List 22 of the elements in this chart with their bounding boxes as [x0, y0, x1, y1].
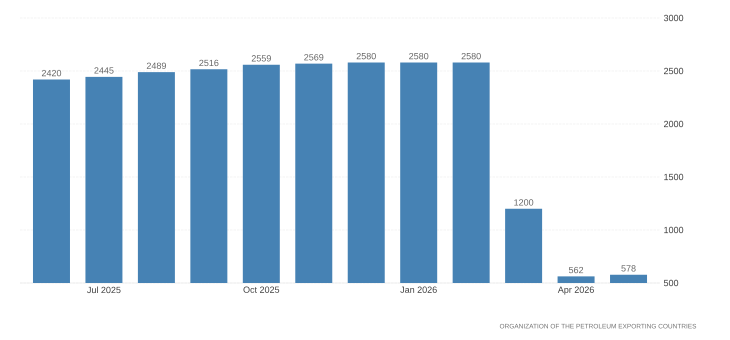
data-label: 562 [568, 266, 584, 274]
y-tick-label: 500 [664, 280, 678, 286]
data-label: 2489 [146, 62, 166, 69]
data-label: 578 [621, 265, 636, 272]
x-tick-label: Oct 2025 [243, 286, 280, 293]
data-label: 2559 [252, 55, 271, 62]
data-label: 1200 [514, 199, 534, 206]
x-tick-label: Jan 2026 [400, 286, 437, 293]
data-label: 2445 [94, 67, 114, 74]
y-tick-label: 2000 [664, 120, 684, 128]
data-label: 2516 [199, 60, 218, 66]
y-tick-label: 2500 [664, 68, 684, 74]
y-tick-label: 3000 [664, 14, 684, 22]
x-tick-label: Apr 2026 [558, 286, 594, 295]
y-tick-label: 1500 [664, 174, 684, 180]
x-tick-label: Jul 2025 [87, 286, 121, 294]
y-tick-label: 1000 [664, 226, 684, 234]
data-label: 2580 [409, 52, 428, 60]
data-label: 2580 [356, 52, 376, 60]
data-label: 2569 [304, 54, 324, 60]
data-label: 2420 [42, 70, 62, 76]
data-label: 2580 [462, 52, 481, 60]
